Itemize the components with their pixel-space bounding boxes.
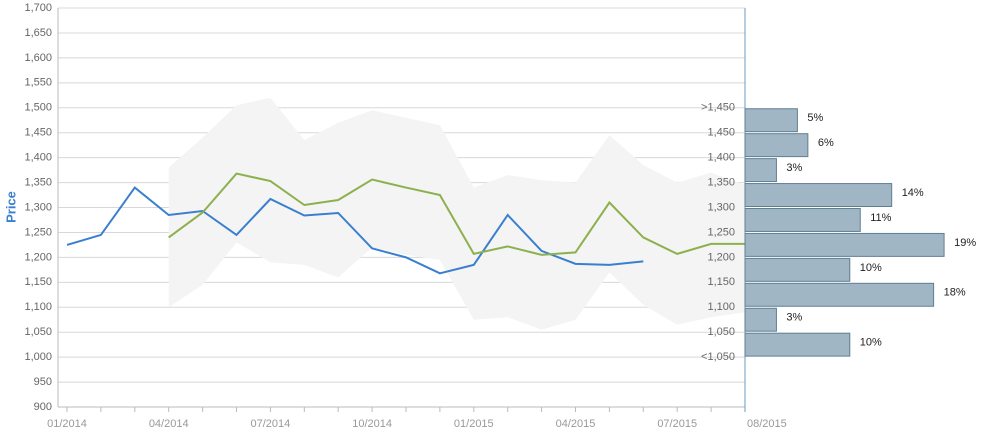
bin-label: 1,100 (707, 301, 735, 313)
data-label: 19% (954, 237, 976, 249)
data-label: 3% (786, 312, 802, 324)
bin-label: 1,150 (707, 276, 735, 288)
y-tick-label: 1,600 (24, 52, 52, 64)
x-tick-label: 07/2015 (657, 418, 697, 430)
bin-label: <1,050 (701, 351, 735, 363)
data-label: 10% (860, 262, 882, 274)
y-tick-label: 950 (34, 376, 52, 388)
data-label: 5% (807, 112, 823, 124)
data-label: 18% (944, 287, 966, 299)
histogram-bar (744, 332, 851, 357)
bin-label: 1,350 (707, 176, 735, 188)
y-tick-label: 1,100 (24, 301, 52, 313)
histogram-bar (744, 183, 893, 207)
data-label: 10% (860, 337, 882, 349)
x-tick-label: 08/2015 (747, 418, 787, 430)
y-tick-label: 1,700 (24, 2, 52, 14)
y-tick-label: 1,300 (24, 201, 52, 213)
bin-label: 1,300 (707, 201, 735, 213)
bin-label: 1,250 (707, 226, 735, 238)
y-tick-label: 1,150 (24, 276, 52, 288)
range-band (168, 97, 745, 330)
y-tick-label: 1,450 (24, 127, 52, 139)
bin-label: >1,450 (701, 102, 735, 114)
bin-label: 1,450 (707, 127, 735, 139)
x-tick-label: 04/2014 (149, 418, 189, 430)
x-tick-label: 07/2014 (251, 418, 291, 430)
bin-label: 1,050 (707, 326, 735, 338)
data-label: 3% (786, 162, 802, 174)
series-line (66, 186, 644, 275)
histogram-bar (744, 257, 851, 282)
histogram-bar (744, 232, 945, 257)
histogram-bar (744, 158, 777, 183)
histogram-bar (744, 282, 935, 307)
x-tick-label: 10/2014 (352, 418, 392, 430)
y-tick-label: 1,250 (24, 226, 52, 238)
y-tick-label: 1,200 (24, 251, 52, 263)
series-line (168, 172, 745, 256)
x-tick-label: 01/2015 (454, 418, 494, 430)
data-label: 6% (818, 137, 834, 149)
y-tick-label: 1,350 (24, 176, 52, 188)
x-tick-label: 01/2014 (47, 418, 87, 430)
y-tick-label: 1,050 (24, 326, 52, 338)
x-tick-label: 04/2015 (556, 418, 596, 430)
bin-label: 1,200 (707, 251, 735, 263)
histogram-bar (744, 307, 777, 332)
histogram-bar (744, 133, 809, 158)
histogram-bar (744, 108, 798, 133)
y-tick-label: 1,400 (24, 152, 52, 164)
y-axis-label: Price (3, 191, 18, 223)
y-tick-label: 1,500 (24, 102, 52, 114)
y-tick-label: 1,650 (24, 27, 52, 39)
data-label: 11% (870, 212, 891, 224)
bin-label: 1,400 (707, 152, 735, 164)
data-label: 14% (902, 187, 924, 199)
y-tick-label: 1,550 (24, 77, 52, 89)
histogram-bar (744, 208, 861, 232)
y-tick-label: 900 (34, 401, 52, 413)
y-tick-label: 1,000 (24, 351, 52, 363)
